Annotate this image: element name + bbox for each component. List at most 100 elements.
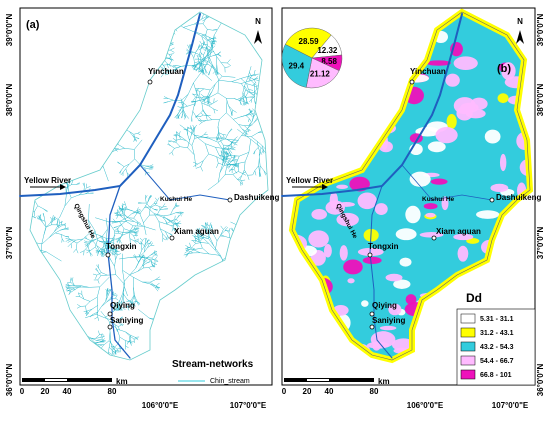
lon-label: 107°0'0"E — [492, 401, 529, 410]
stream — [11, 150, 16, 151]
stream — [13, 201, 17, 204]
stream — [1, 70, 5, 72]
density-patch — [363, 257, 382, 264]
stream — [86, 0, 89, 1]
stream — [0, 250, 1, 255]
place-label: Qiying — [372, 301, 397, 310]
place-label: Yinchuan — [148, 67, 184, 76]
stream — [239, 3, 243, 4]
lat-label: 37°0'0"N — [5, 227, 14, 260]
river-label: Yellow River — [286, 176, 333, 185]
stream — [55, 2, 61, 7]
stream — [134, 0, 141, 2]
stream — [243, 0, 247, 2]
stream — [278, 166, 280, 170]
stream — [8, 145, 13, 147]
stream — [0, 107, 4, 110]
density-patch — [340, 245, 348, 260]
legend-label: 66.8 - 101 — [480, 372, 512, 379]
place-label: Dashuikeng — [234, 193, 279, 202]
stream — [206, 4, 208, 7]
stream — [0, 210, 6, 212]
stream — [133, 2, 134, 8]
stream — [274, 211, 277, 217]
stream — [274, 254, 275, 259]
river-label: Yellow River — [24, 176, 71, 185]
stream — [12, 199, 16, 202]
stream — [90, 2, 93, 5]
stream — [0, 74, 1, 80]
stream — [95, 0, 98, 1]
stream — [85, 0, 87, 3]
density-patch — [445, 74, 459, 87]
stream — [278, 166, 280, 170]
stream — [11, 270, 15, 274]
density-patch — [380, 326, 397, 330]
river-label: Kushui He — [422, 196, 455, 203]
stream — [10, 155, 14, 158]
stream — [10, 179, 18, 180]
stream — [1, 186, 5, 188]
stream — [15, 150, 16, 155]
place-marker — [410, 80, 414, 84]
stream — [163, 3, 170, 6]
stream — [89, 1, 92, 4]
density-patch — [400, 258, 412, 267]
density-patch — [308, 230, 329, 247]
stream — [274, 161, 278, 166]
stream — [1, 180, 5, 183]
stream — [272, 162, 278, 163]
stream — [275, 168, 279, 170]
stream — [247, 386, 248, 389]
stream — [148, 1, 156, 6]
density-patch — [428, 141, 446, 152]
stream — [17, 134, 18, 139]
stream — [224, 0, 230, 5]
stream — [49, 0, 55, 2]
pie-label: 29.4 — [289, 62, 305, 71]
lat-label: 38°0'0"N — [536, 84, 545, 117]
stream — [249, 386, 250, 389]
stream — [278, 164, 281, 168]
density-patch — [424, 203, 438, 209]
place-marker — [370, 325, 374, 329]
place-marker — [432, 236, 436, 240]
stream — [231, 0, 238, 2]
stream — [140, 0, 144, 5]
stream — [90, 0, 91, 1]
stream — [238, 2, 243, 5]
lon-label: 106°0'0"E — [407, 401, 444, 410]
stream — [38, 0, 40, 1]
stream — [6, 186, 12, 189]
legend-label: 43.2 - 54.3 — [480, 344, 514, 351]
lat-label: 36°0'0"N — [536, 364, 545, 397]
stream — [230, 0, 235, 1]
stream — [49, 0, 55, 2]
density-patch — [375, 203, 388, 215]
stream — [274, 167, 276, 171]
stream — [82, 3, 85, 4]
stream — [90, 0, 92, 3]
stream — [276, 248, 277, 253]
stream — [15, 264, 17, 270]
stream — [274, 249, 279, 251]
stream — [81, 3, 84, 5]
stream — [98, 0, 100, 1]
place-marker — [148, 80, 152, 84]
density-patch — [454, 97, 476, 114]
stream — [40, 5, 41, 8]
stream — [275, 207, 279, 211]
density-patch — [476, 210, 499, 219]
stream — [1, 183, 6, 184]
stream — [87, 0, 90, 2]
stream — [8, 264, 11, 268]
stream — [238, 2, 243, 5]
stream — [82, 1, 84, 4]
stream — [169, 0, 171, 1]
stream — [7, 212, 11, 220]
stream — [170, 0, 175, 3]
stream — [5, 182, 11, 184]
stream — [0, 117, 6, 121]
place-label: Xiam aguan — [174, 227, 219, 236]
